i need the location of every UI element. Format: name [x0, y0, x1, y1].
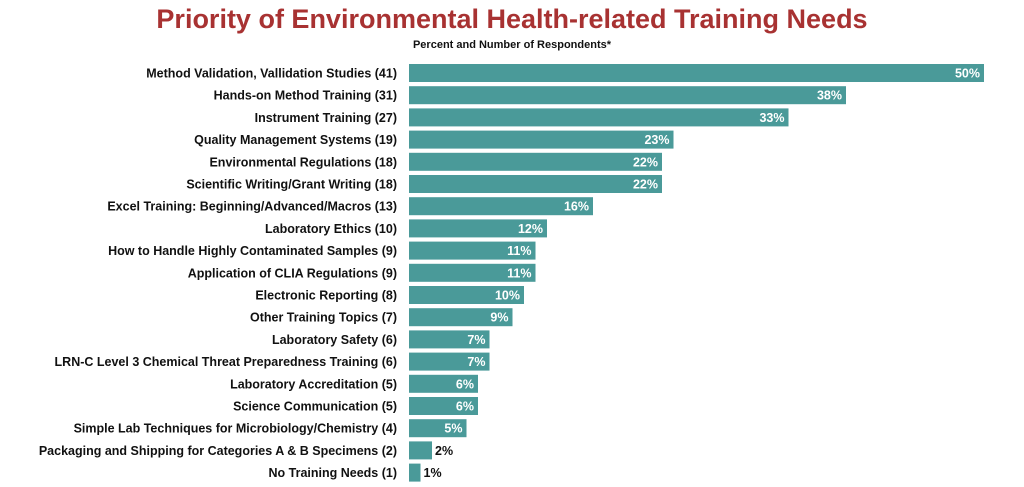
value-label: 5%: [444, 422, 462, 436]
category-label: Laboratory Safety (6): [272, 333, 397, 347]
bar: [409, 108, 789, 127]
bar: [409, 286, 524, 304]
category-label: Hands-on Method Training (31): [214, 89, 397, 103]
value-label: 50%: [955, 67, 980, 81]
bar: [409, 308, 513, 327]
bar: [409, 152, 662, 171]
category-label: Scientific Writing/Grant Writing (18): [186, 178, 397, 192]
category-label: No Training Needs (1): [269, 466, 398, 480]
bar: [409, 352, 490, 371]
value-label: 2%: [435, 444, 453, 458]
value-label: 1%: [424, 466, 442, 480]
value-label: 6%: [456, 400, 474, 414]
bar: [409, 241, 536, 260]
bar: [409, 330, 490, 349]
chart-subtitle: Percent and Number of Respondents*: [412, 39, 612, 51]
bar: [409, 397, 478, 415]
value-label: 11%: [507, 244, 531, 258]
category-label: Environmental Regulations (18): [209, 155, 397, 169]
value-label: 9%: [490, 311, 508, 325]
category-label: Packaging and Shipping for Categories A …: [39, 444, 397, 458]
category-label: Science Communication (5): [233, 400, 397, 414]
category-label: Application of CLIA Regulations (9): [188, 266, 397, 280]
value-label: 38%: [817, 89, 842, 103]
bar: [409, 64, 984, 82]
category-label: Excel Training: Beginning/Advanced/Macro…: [107, 200, 397, 214]
value-label: 6%: [456, 377, 474, 391]
value-label: 11%: [507, 266, 531, 280]
category-label: Simple Lab Techniques for Microbiology/C…: [74, 422, 397, 436]
category-label: Laboratory Accreditation (5): [230, 377, 397, 391]
category-label: Other Training Topics (7): [250, 311, 397, 325]
bar: [409, 441, 432, 460]
category-label: Method Validation, Vallidation Studies (…: [146, 67, 397, 81]
value-label: 7%: [467, 355, 485, 369]
value-label: 10%: [495, 289, 520, 303]
category-label: Quality Management Systems (19): [194, 133, 397, 147]
category-label: How to Handle Highly Contaminated Sample…: [108, 244, 397, 258]
bar: [409, 419, 467, 438]
bar: [409, 263, 536, 282]
value-label: 16%: [564, 200, 589, 214]
bar: [409, 197, 593, 216]
value-label: 7%: [467, 333, 485, 347]
value-label: 22%: [633, 178, 658, 192]
bar: [409, 86, 846, 105]
category-label: Instrument Training (27): [255, 111, 397, 125]
category-label: Electronic Reporting (8): [255, 289, 397, 303]
bar: [409, 175, 662, 193]
category-label: Laboratory Ethics (10): [265, 222, 397, 236]
value-label: 33%: [759, 111, 784, 125]
value-label: 23%: [644, 133, 669, 147]
category-label: LRN-C Level 3 Chemical Threat Preparedne…: [55, 355, 397, 369]
bar: [409, 219, 547, 238]
bar: [409, 374, 478, 393]
bar: [409, 463, 421, 482]
value-label: 12%: [518, 222, 543, 236]
value-label: 22%: [633, 155, 658, 169]
chart-title: Priority of Environmental Health-related…: [156, 4, 868, 34]
bar: [409, 130, 674, 149]
